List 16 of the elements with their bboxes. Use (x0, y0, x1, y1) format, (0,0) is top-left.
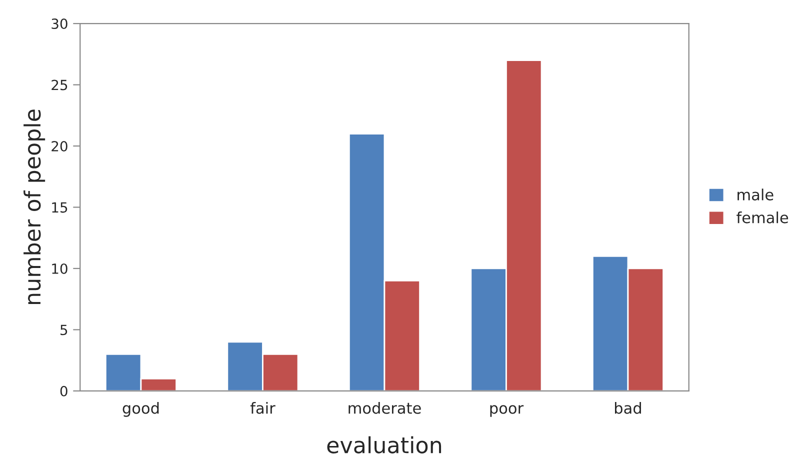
x-tick-label: good (122, 402, 159, 417)
y-tick-label: 20 (52, 140, 68, 152)
y-tick-label: 5 (60, 324, 68, 336)
y-tick-label: 0 (60, 386, 68, 396)
x-axis-title: evaluation (327, 436, 442, 454)
legend-label: female (736, 212, 788, 224)
x-tick-label: bad (614, 402, 641, 414)
x-tick-label: poor (490, 405, 524, 417)
y-tick-label: 10 (52, 263, 68, 274)
y-tick-label: 15 (52, 202, 68, 213)
y-axis-title: number of people (24, 110, 46, 304)
legend-label: male (738, 188, 774, 200)
x-tick-label: moderate (348, 402, 421, 414)
y-tick-label: 25 (52, 80, 68, 90)
y-tick-label: 30 (52, 18, 68, 30)
x-tick-label: fair (250, 402, 276, 414)
